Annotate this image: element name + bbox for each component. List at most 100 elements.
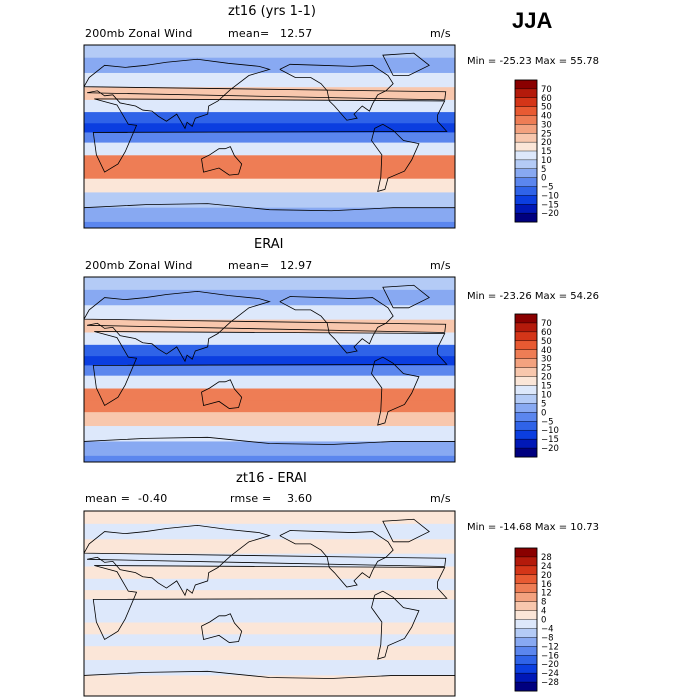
map-frame-3 xyxy=(83,510,456,697)
colorbar-box xyxy=(514,358,538,369)
colorbar-box xyxy=(514,212,538,223)
panel2-units: m/s xyxy=(430,259,451,272)
colorbar-tick-label: 16 xyxy=(541,580,552,590)
colorbar-box xyxy=(514,376,538,387)
panel2-min-max: Min = -23.26 Max = 54.26 xyxy=(467,291,599,302)
field-layer-1 xyxy=(84,45,455,228)
colorbar-tick-label: −20 xyxy=(541,444,559,454)
coastline-3 xyxy=(279,530,394,588)
colorbar-tick-label: 25 xyxy=(541,129,552,139)
colorbar-tick-label: 28 xyxy=(541,553,552,563)
colorbar-box xyxy=(514,331,538,342)
coastline-1 xyxy=(84,524,447,597)
colorbar-tick-label: 30 xyxy=(541,355,552,365)
colorbar-box xyxy=(514,574,538,585)
colorbar-tick-label: −28 xyxy=(541,678,559,688)
colorbar-tick-label: 60 xyxy=(541,94,552,104)
band-lat-55 xyxy=(84,305,455,321)
colorbar-tick-label: −10 xyxy=(541,191,559,201)
band-lat--90 xyxy=(84,455,455,462)
colorbar-box xyxy=(514,412,538,422)
colorbar-box xyxy=(514,340,538,351)
colorbar-box xyxy=(514,97,538,108)
panel2-title: ERAI xyxy=(254,237,284,252)
colorbar-box xyxy=(514,583,538,594)
colorbar-tick-label: −15 xyxy=(541,200,559,210)
band-lat-8 xyxy=(84,356,455,366)
colorbar-box xyxy=(514,628,538,638)
colorbar-tick-label: −20 xyxy=(541,209,559,219)
band-lat--78 xyxy=(84,207,455,223)
colorbar-box xyxy=(514,681,538,692)
band-lat-85 xyxy=(84,511,455,525)
colorbar-tick-label: 50 xyxy=(541,103,552,113)
season-label: JJA xyxy=(512,8,553,33)
band-lat--90 xyxy=(84,689,455,696)
colorbar-box xyxy=(514,447,538,458)
band-lat-85 xyxy=(84,277,455,291)
colorbar-box xyxy=(514,655,538,665)
panel1-units: m/s xyxy=(430,27,451,40)
band-lat--48 xyxy=(84,178,455,193)
map-frame-1 xyxy=(83,44,456,229)
band-lat-0 xyxy=(84,599,455,611)
band-lat-30 xyxy=(84,566,455,580)
colorbar-tick-label: −20 xyxy=(541,660,559,670)
map-panel-1 xyxy=(83,44,456,229)
colorbar-tick-label: 0 xyxy=(541,408,546,418)
colorbar-tick-label: 12 xyxy=(541,589,552,599)
panel3-rmse-label: rmse = xyxy=(230,492,272,505)
band-lat-55 xyxy=(84,539,455,555)
colorbar-box xyxy=(514,637,538,647)
field-layer-3 xyxy=(84,511,455,696)
colorbar-tick-label: −8 xyxy=(541,633,554,643)
panel1-mean-label: mean= xyxy=(228,27,270,40)
band-lat--25 xyxy=(84,388,455,401)
coastline-5 xyxy=(382,518,430,543)
band-lat-30 xyxy=(84,332,455,346)
panel1-mean-value: 12.57 xyxy=(280,27,313,40)
panel3-mean-value: -0.40 xyxy=(138,492,168,505)
colorbar-box xyxy=(514,556,538,567)
colorbar-tick-label: 0 xyxy=(541,616,546,626)
coastline-3 xyxy=(279,63,394,121)
colorbar-box xyxy=(514,133,538,143)
band-lat-55 xyxy=(84,72,455,88)
band-lat--62 xyxy=(84,660,455,676)
colorbar-box xyxy=(514,610,538,621)
panel1-min-max: Min = -25.23 Max = 55.78 xyxy=(467,56,599,67)
coastline-5 xyxy=(382,284,430,309)
colorbar-box xyxy=(514,646,538,656)
colorbar-box xyxy=(514,124,538,134)
colorbar-tick-label: 30 xyxy=(541,120,552,130)
colorbar-tick-label: 10 xyxy=(541,156,552,166)
panel1-title: zt16 (yrs 1-1) xyxy=(228,4,316,19)
band-lat-0 xyxy=(84,365,455,377)
colorbar-box xyxy=(514,349,538,360)
colorbar-box xyxy=(514,592,538,603)
panel1-variable: 200mb Zonal Wind xyxy=(85,27,193,40)
coastline-2 xyxy=(201,379,243,409)
colorbar-box xyxy=(514,619,538,629)
panel3-rmse-value: 3.60 xyxy=(287,492,313,505)
colorbar-tick-label: −15 xyxy=(541,435,559,445)
band-lat--48 xyxy=(84,412,455,427)
band-lat--62 xyxy=(84,192,455,209)
colorbar-tick-label: 10 xyxy=(541,390,552,400)
coastline-4 xyxy=(371,356,420,426)
colorbar-tick-label: 20 xyxy=(541,571,552,581)
colorbar-tick-label: 0 xyxy=(541,174,546,184)
colorbar-tick-label: 25 xyxy=(541,364,552,374)
colorbar-box xyxy=(514,115,538,125)
band-lat--78 xyxy=(84,441,455,457)
colorbar-tick-label: 70 xyxy=(541,85,552,95)
band-lat--25 xyxy=(84,622,455,635)
band-lat-0 xyxy=(84,132,455,144)
colorbar-box xyxy=(514,547,538,558)
colorbar-box xyxy=(514,204,538,214)
coastline-6 xyxy=(84,670,455,679)
coastline-1 xyxy=(84,290,447,363)
band-lat-18 xyxy=(84,112,455,124)
